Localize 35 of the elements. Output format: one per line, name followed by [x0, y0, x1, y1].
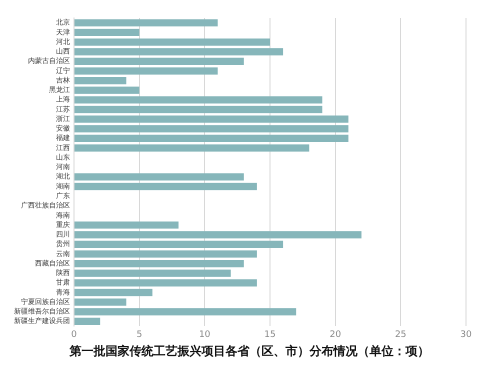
x-tick-label: 10	[198, 330, 211, 340]
bar	[74, 221, 179, 229]
text: 第一批国家传统工艺振兴项目各省（区、市）分布情况（单位：项）	[68, 343, 430, 360]
x-tick-label: 30	[460, 330, 472, 340]
bar	[74, 144, 310, 152]
x-tick-label: 20	[330, 330, 342, 340]
bar	[74, 288, 152, 296]
bar	[74, 86, 140, 94]
bar	[74, 38, 270, 46]
bar	[74, 48, 284, 56]
bar	[74, 134, 348, 142]
bar	[74, 106, 322, 114]
bar	[74, 116, 348, 123]
bar	[74, 250, 257, 258]
bar	[74, 28, 140, 36]
bar	[74, 173, 244, 181]
bar	[74, 182, 257, 190]
bar	[74, 96, 322, 104]
bar	[74, 279, 257, 286]
bar	[74, 76, 126, 84]
bar	[74, 240, 284, 248]
x-tick-label: 5	[136, 330, 142, 340]
bar	[74, 19, 218, 26]
bar	[74, 318, 100, 325]
x-tick-label: 15	[264, 330, 276, 340]
bar	[74, 260, 244, 268]
bar	[74, 58, 244, 65]
bar	[74, 298, 126, 306]
bar	[74, 67, 218, 75]
bar	[74, 308, 296, 316]
bar	[74, 231, 362, 238]
x-tick-label: 25	[394, 330, 406, 340]
bar	[74, 270, 231, 277]
x-tick-label: 0	[71, 330, 78, 340]
bar	[74, 125, 348, 132]
